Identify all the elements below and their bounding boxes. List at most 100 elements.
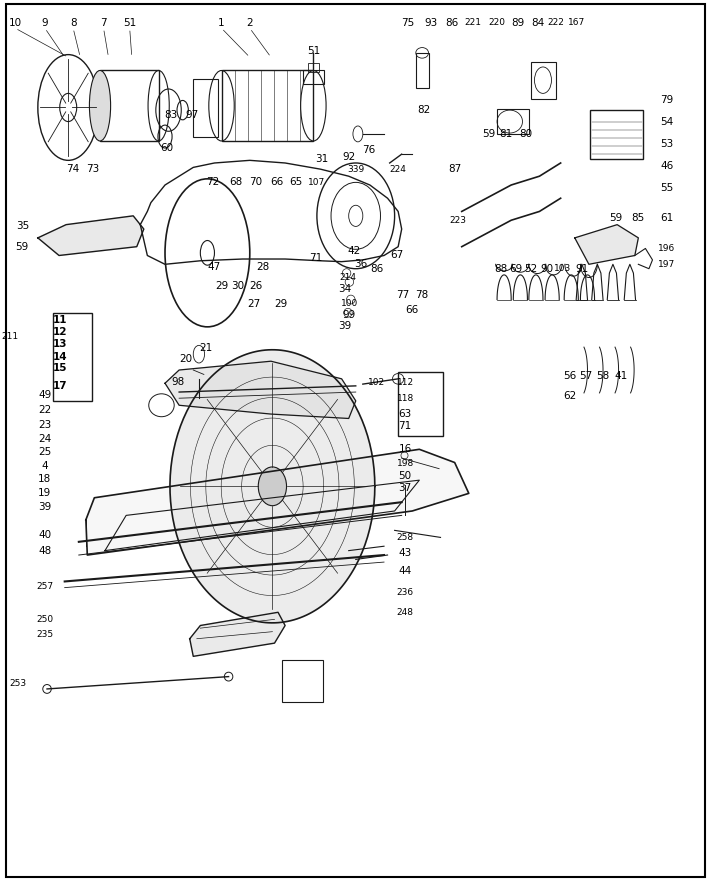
Text: 11: 11 — [53, 315, 67, 325]
Text: 29: 29 — [215, 281, 228, 292]
Text: 92: 92 — [342, 152, 355, 162]
Text: 70: 70 — [249, 177, 262, 188]
Text: 55: 55 — [660, 182, 674, 193]
Text: 34: 34 — [337, 284, 351, 294]
Text: 107: 107 — [308, 178, 325, 187]
Polygon shape — [190, 612, 285, 656]
Text: 44: 44 — [398, 566, 412, 576]
Text: 13: 13 — [53, 339, 67, 350]
Text: 48: 48 — [38, 545, 52, 556]
Text: 8: 8 — [70, 18, 77, 28]
Text: 18: 18 — [38, 474, 52, 485]
Ellipse shape — [258, 467, 286, 506]
Polygon shape — [165, 361, 356, 418]
Text: 98: 98 — [171, 377, 184, 388]
Ellipse shape — [89, 70, 111, 141]
Text: 15: 15 — [53, 363, 67, 374]
Text: 167: 167 — [568, 19, 585, 27]
Bar — [221, 70, 313, 141]
Text: 51: 51 — [123, 18, 136, 28]
Text: 196: 196 — [658, 244, 675, 253]
Text: 36: 36 — [354, 259, 367, 270]
Text: 86: 86 — [445, 18, 459, 28]
Text: 4: 4 — [42, 461, 48, 471]
Text: 29: 29 — [274, 299, 287, 309]
Text: 58: 58 — [596, 371, 610, 381]
Text: 61: 61 — [660, 213, 674, 224]
Bar — [281, 660, 323, 702]
Text: 54: 54 — [660, 116, 674, 127]
Text: 88: 88 — [494, 263, 507, 274]
Text: 69: 69 — [509, 263, 522, 274]
Bar — [415, 53, 428, 88]
Text: 10: 10 — [9, 18, 22, 28]
Text: 93: 93 — [425, 18, 438, 28]
Text: 27: 27 — [247, 299, 261, 309]
Text: 72: 72 — [206, 177, 220, 188]
Text: 7: 7 — [100, 18, 107, 28]
Text: 31: 31 — [316, 153, 328, 164]
Text: 52: 52 — [525, 263, 537, 274]
Text: 339: 339 — [347, 165, 364, 174]
Text: 66: 66 — [406, 305, 419, 315]
Text: 37: 37 — [398, 483, 412, 493]
Bar — [303, 70, 324, 84]
Text: 26: 26 — [249, 281, 262, 292]
Text: 80: 80 — [519, 129, 532, 139]
Text: 47: 47 — [208, 262, 221, 272]
Text: 20: 20 — [179, 354, 193, 365]
Text: 81: 81 — [500, 129, 513, 139]
Text: 39: 39 — [337, 321, 351, 331]
Text: 28: 28 — [256, 262, 269, 272]
Text: 75: 75 — [401, 18, 414, 28]
Text: 236: 236 — [396, 589, 414, 597]
Text: 53: 53 — [660, 138, 674, 149]
Text: 221: 221 — [464, 19, 481, 27]
Text: 211: 211 — [1, 332, 19, 341]
Text: 25: 25 — [38, 447, 52, 457]
Text: 12: 12 — [53, 327, 67, 337]
Text: 222: 222 — [547, 19, 564, 27]
Bar — [531, 62, 556, 99]
Text: 59: 59 — [16, 241, 29, 252]
Text: 79: 79 — [660, 94, 674, 105]
Text: 85: 85 — [632, 213, 645, 224]
Polygon shape — [86, 449, 469, 555]
Bar — [100, 70, 159, 141]
Text: 56: 56 — [563, 371, 576, 381]
Text: 19: 19 — [38, 488, 52, 499]
Text: 224: 224 — [390, 165, 406, 174]
Text: 46: 46 — [660, 160, 674, 171]
Text: 41: 41 — [615, 371, 628, 381]
Text: 103: 103 — [554, 264, 571, 273]
Text: 84: 84 — [532, 18, 545, 28]
Text: 22: 22 — [38, 404, 52, 415]
Text: 87: 87 — [448, 164, 462, 174]
Text: 1: 1 — [218, 18, 225, 28]
Text: 91: 91 — [575, 263, 588, 274]
Text: 63: 63 — [398, 409, 412, 419]
Text: 50: 50 — [398, 470, 412, 481]
Text: 74: 74 — [67, 164, 80, 174]
Bar — [308, 63, 319, 72]
Text: 2: 2 — [247, 18, 253, 28]
Text: 214: 214 — [340, 273, 357, 282]
Text: 21: 21 — [199, 343, 213, 353]
Text: 86: 86 — [370, 263, 384, 274]
Text: 102: 102 — [369, 378, 386, 387]
Text: 23: 23 — [38, 419, 52, 430]
Bar — [194, 79, 218, 137]
Polygon shape — [575, 225, 638, 264]
Text: 112: 112 — [396, 378, 414, 387]
Text: 59: 59 — [482, 129, 495, 139]
Text: 78: 78 — [415, 290, 429, 300]
Bar — [53, 313, 92, 401]
Bar — [398, 372, 442, 436]
Text: 253: 253 — [9, 679, 27, 688]
Text: 90: 90 — [540, 263, 553, 274]
Text: 43: 43 — [398, 548, 412, 559]
Text: 99: 99 — [342, 309, 356, 320]
Text: 51: 51 — [307, 46, 320, 56]
Text: 30: 30 — [231, 281, 245, 292]
Text: 39: 39 — [38, 501, 52, 512]
